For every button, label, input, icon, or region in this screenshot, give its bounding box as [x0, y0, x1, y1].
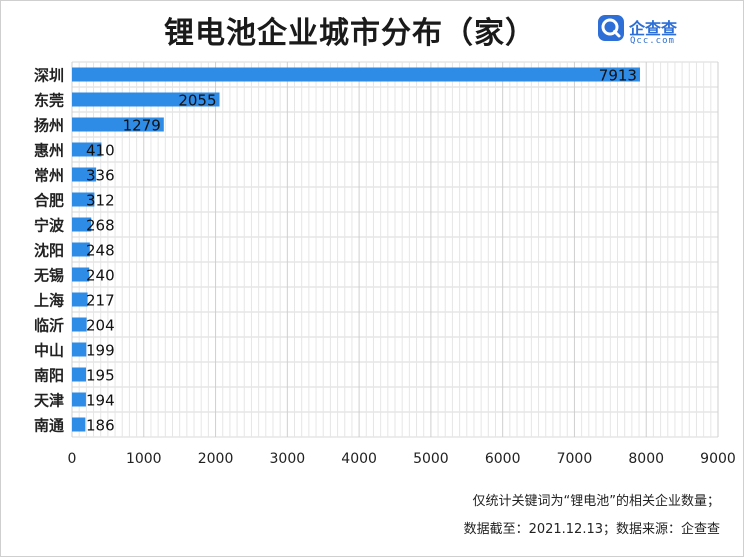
category-label: 扬州	[34, 117, 64, 135]
logo-sub: Qcc.com	[630, 36, 675, 46]
qcc-logo-icon	[598, 15, 624, 41]
bar	[72, 242, 90, 257]
footnote-scope: 仅统计关键词为“锂电池”的相关企业数量；	[472, 494, 720, 509]
data-label: 410	[86, 142, 115, 160]
category-label: 宁波	[34, 217, 65, 235]
x-tick-label: 0	[68, 451, 77, 467]
data-label: 199	[86, 342, 115, 360]
chart-title: 锂电池企业城市分布（家）	[164, 16, 536, 51]
data-label: 195	[86, 367, 115, 385]
bar	[72, 92, 220, 107]
logo-name: 企查查	[629, 19, 678, 38]
bar	[72, 167, 97, 182]
category-label: 沈阳	[34, 242, 64, 260]
data-label: 194	[86, 392, 115, 410]
bar	[72, 267, 90, 282]
x-tick-label: 7000	[557, 451, 593, 467]
data-label: 2055	[178, 92, 216, 110]
bar	[72, 367, 86, 382]
bar	[72, 392, 86, 407]
data-label: 312	[86, 192, 115, 210]
data-label: 248	[86, 242, 115, 260]
category-label: 中山	[34, 342, 64, 360]
category-label: 常州	[34, 167, 64, 185]
category-label: 合肥	[33, 192, 64, 210]
bar	[72, 317, 87, 332]
data-label: 186	[86, 417, 115, 435]
category-label: 深圳	[34, 67, 64, 85]
bar	[72, 417, 86, 432]
data-label: 268	[86, 217, 115, 235]
x-tick-label: 9000	[700, 451, 736, 467]
data-label: 336	[86, 167, 115, 185]
x-tick-label: 5000	[413, 451, 449, 467]
category-label: 天津	[34, 392, 64, 410]
x-tick-label: 1000	[126, 451, 162, 467]
brand-logo: 企查查 Qcc.com	[597, 12, 737, 52]
data-label: 217	[86, 292, 115, 310]
bar	[72, 117, 164, 132]
category-label: 临沂	[34, 317, 64, 335]
bar	[72, 67, 640, 82]
x-tick-label: 3000	[270, 451, 306, 467]
bar	[72, 142, 102, 157]
x-tick-label: 4000	[341, 451, 377, 467]
category-label: 南通	[34, 417, 64, 435]
bar	[72, 292, 88, 307]
bar	[72, 342, 87, 357]
x-tick-label: 8000	[628, 451, 664, 467]
category-label: 上海	[34, 292, 64, 310]
bar	[72, 192, 95, 207]
data-label: 204	[86, 317, 115, 335]
footnote-source: 数据截至：2021.12.13；数据来源：企查查	[463, 522, 720, 537]
category-label: 南阳	[34, 367, 64, 385]
data-label: 7913	[599, 67, 637, 85]
bar	[72, 217, 92, 232]
x-tick-label: 2000	[198, 451, 234, 467]
data-label: 1279	[123, 117, 161, 135]
category-label: 惠州	[34, 142, 64, 160]
bar-chart: 深圳 7913 东莞 2055 扬州 1279 惠州 410 常州 336 合肥 312 宁波 268 沈阳…	[33, 61, 736, 467]
data-label: 240	[86, 267, 115, 285]
category-label: 无锡	[33, 267, 64, 285]
x-tick-label: 6000	[485, 451, 521, 467]
category-label: 东莞	[34, 92, 64, 110]
